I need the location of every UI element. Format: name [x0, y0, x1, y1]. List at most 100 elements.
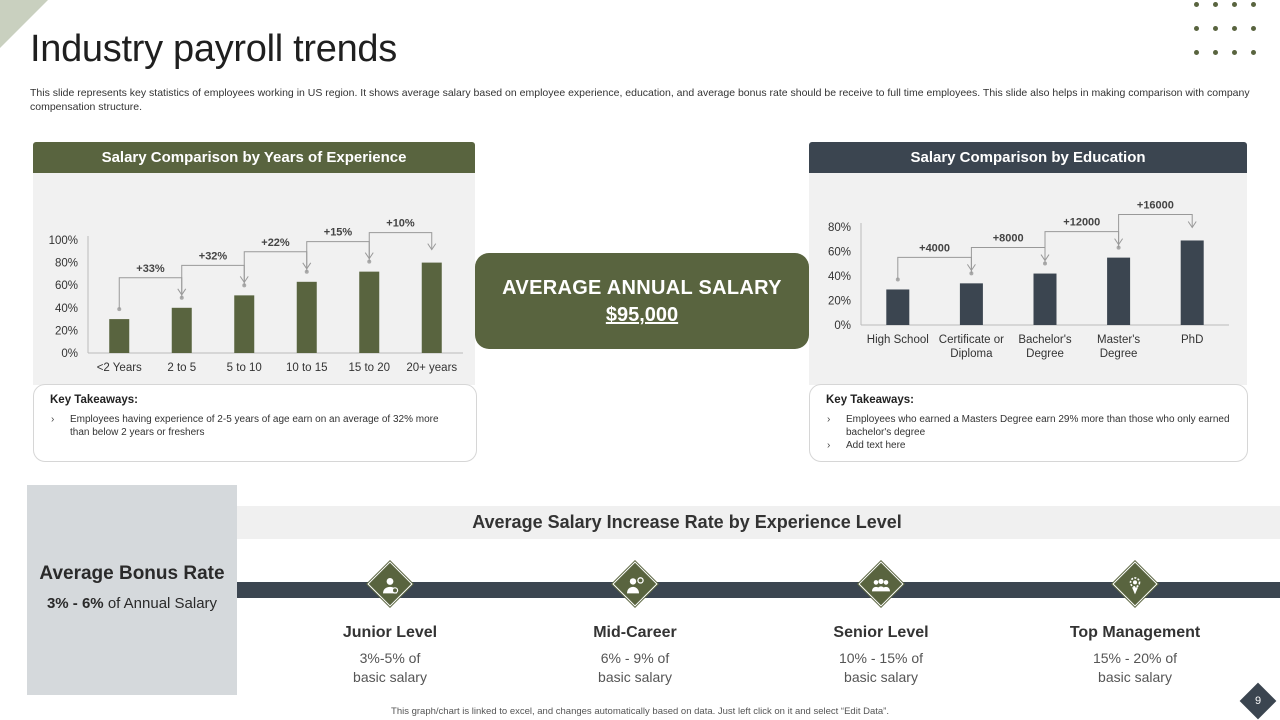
education-chart-panel: 0% 20% 40% 60% 80% High School Certificate or D… [809, 173, 1247, 385]
annotation-bracket [118, 277, 183, 310]
level-name: Senior Level [833, 624, 929, 641]
bonus-rate-range: 3% - 6% [46, 595, 104, 612]
takeaway-item: › Employees having experience of 2-5 year… [50, 413, 460, 439]
bar [171, 307, 192, 353]
level-range: 10% - 15% of basic salary [781, 649, 981, 687]
annotation-label: +12000 [1063, 217, 1100, 229]
y-tick-label: 80% [828, 222, 851, 234]
bar [1107, 257, 1131, 325]
bar [959, 283, 983, 325]
annotation-bracket [897, 256, 972, 280]
level-name: Top Management [1069, 624, 1201, 641]
takeaway-text: Employees having experience of 2-5 years… [70, 414, 439, 438]
x-tick-label: 15 to 20 [348, 362, 390, 374]
x-tick-label: Diploma [950, 348, 993, 360]
y-tick-label: 20% [55, 325, 78, 337]
chevron-right-icon: › [51, 414, 55, 425]
y-tick-label: 0% [61, 348, 78, 360]
bar [109, 319, 130, 353]
takeaway-text: Add text here [846, 440, 906, 451]
level-range: 6% - 9% of basic salary [535, 649, 735, 687]
education-bar-chart[interactable]: 0% 20% 40% 60% 80% High School Certificate or D… [809, 173, 1247, 385]
x-tick-label: Degree [1100, 348, 1138, 360]
page-number: 9 [1254, 695, 1262, 707]
takeaways-title: Key Takeaways: [50, 394, 139, 406]
annotation-label: +15% [324, 227, 353, 239]
y-tick-label: 60% [55, 280, 78, 292]
bar [234, 295, 255, 353]
bar [1033, 273, 1057, 325]
annotation-bracket [306, 241, 370, 272]
y-tick-label: 100% [49, 235, 78, 247]
bonus-rate-suffix: of Annual Salary [107, 595, 218, 612]
level-range-line1: 15% - 20% of [1092, 650, 1178, 666]
page-subtitle: This slide represents key statistics of … [30, 87, 1250, 113]
y-tick-label: 80% [55, 258, 78, 270]
level-range-line2: basic salary [1098, 669, 1172, 685]
average-salary-title: AVERAGE ANNUAL SALARY [502, 277, 782, 299]
annotation-label: +32% [199, 250, 228, 262]
annotation-label: +4000 [919, 242, 950, 254]
annotation-bracket [1118, 213, 1193, 248]
salary-increase-title: Average Salary Increase Rate by Experien… [237, 506, 1280, 539]
annotation-arrowhead [1187, 221, 1197, 229]
x-tick-label: PhD [1181, 334, 1203, 346]
average-salary-value: $95,000 [605, 304, 679, 326]
chart-footnote: This graph/chart is linked to excel, and… [391, 706, 889, 717]
takeaway-item: › Add text here [826, 439, 1231, 452]
level-mid-career: Mid-Career 6% - 9% of basic salary [535, 561, 735, 687]
level-junior: Junior Level 3%-5% of basic salary [290, 561, 490, 687]
annotation-bracket [970, 247, 1046, 274]
annotation-label: +16000 [1137, 199, 1174, 211]
page-number-badge: 9 [1239, 682, 1277, 720]
x-tick-label: 2 to 5 [167, 362, 196, 374]
y-tick-label: 60% [828, 247, 851, 259]
education-chart-header: Salary Comparison by Education [809, 142, 1247, 173]
takeaway-text: Employees who earned a Masters Degree ea… [846, 414, 1230, 438]
y-tick-label: 0% [834, 320, 851, 332]
annotation-label: +22% [261, 237, 290, 249]
timeline-bar [237, 582, 1280, 598]
level-range-line2: basic salary [353, 669, 427, 685]
x-tick-label: Certificate or [939, 334, 1004, 346]
bar [886, 289, 910, 325]
level-range-line2: basic salary [844, 669, 918, 685]
professional-icon [612, 561, 658, 607]
experience-chart-panel: 0% 20% 40% 60% 80% 100% <2 Years 2 to 5 5 to 10 1… [33, 173, 475, 385]
bar [296, 281, 317, 353]
level-range-line1: 6% - 9% of [600, 650, 670, 666]
x-tick-label: 5 to 10 [227, 362, 262, 374]
x-tick-label: High School [867, 334, 929, 346]
level-range: 15% - 20% of basic salary [1035, 649, 1235, 687]
x-tick-label: <2 Years [97, 362, 142, 374]
level-range-line1: 3%-5% of [359, 650, 421, 666]
experience-takeaways-card: Key Takeaways: › Employees having experie… [33, 384, 477, 462]
chevron-right-icon: › [827, 414, 831, 425]
level-top-management: Top Management 15% - 20% of basic salary [1035, 561, 1235, 687]
annotation-dot [367, 259, 372, 264]
x-tick-label: 10 to 15 [286, 362, 328, 374]
team-icon [858, 561, 904, 607]
bonus-rate-value: 3% - 6% of Annual Salary [27, 595, 237, 612]
annotation-dot [969, 271, 974, 276]
annotation-label: +10% [386, 218, 415, 230]
chevron-right-icon: › [827, 440, 831, 451]
x-tick-label: Bachelor's [1018, 334, 1072, 346]
bonus-rate-title: Average Bonus Rate [39, 563, 225, 584]
leader-icon [1112, 561, 1158, 607]
experience-bar-chart[interactable]: 0% 20% 40% 60% 80% 100% <2 Years 2 to 5 5 to 10 1… [33, 173, 475, 385]
level-senior: Senior Level 10% - 15% of basic salary [781, 561, 981, 687]
average-salary-box: AVERAGE ANNUAL SALARY $95,000 [475, 253, 809, 349]
experience-chart-header: Salary Comparison by Years of Experience [33, 142, 475, 173]
y-tick-label: 40% [828, 271, 851, 283]
annotation-label: +8000 [993, 233, 1024, 245]
annotation-bracket [368, 232, 433, 262]
x-tick-label: 20+ years [406, 362, 457, 374]
education-takeaways-card: Key Takeaways: › Employees who earned a M… [809, 384, 1248, 462]
corner-decoration [0, 0, 48, 48]
level-range: 3%-5% of basic salary [290, 649, 490, 687]
level-range-line1: 10% - 15% of [838, 650, 924, 666]
annotation-bracket [243, 251, 308, 286]
annotation-arrowhead [427, 243, 437, 251]
bar [1180, 240, 1204, 325]
